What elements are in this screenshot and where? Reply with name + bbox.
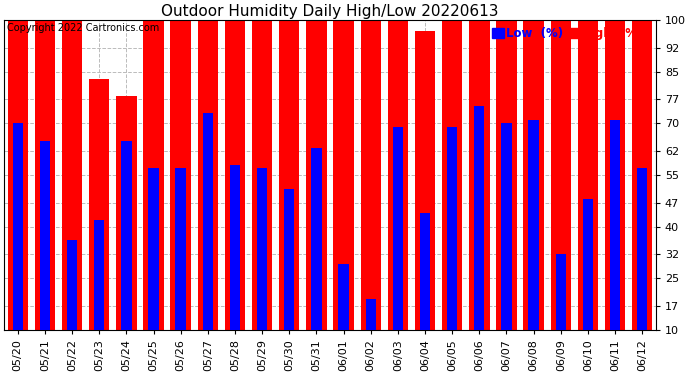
Bar	[415, 31, 435, 364]
Bar	[203, 113, 213, 364]
Title: Outdoor Humidity Daily High/Low 20220613: Outdoor Humidity Daily High/Low 20220613	[161, 4, 499, 19]
Bar	[605, 20, 625, 364]
Bar	[583, 199, 593, 364]
Bar	[67, 240, 77, 364]
Bar	[252, 20, 273, 364]
Bar	[442, 20, 462, 364]
Bar	[555, 254, 566, 364]
Bar	[116, 96, 137, 364]
Bar	[474, 106, 484, 364]
Bar	[361, 20, 381, 364]
Bar	[34, 20, 55, 364]
Bar	[306, 20, 326, 364]
Bar	[225, 20, 245, 364]
Bar	[420, 213, 430, 364]
Bar	[311, 147, 322, 364]
Bar	[333, 20, 354, 364]
Bar	[279, 20, 299, 364]
Bar	[388, 20, 408, 364]
Bar	[62, 20, 82, 364]
Bar	[447, 127, 457, 364]
Bar	[529, 120, 539, 364]
Bar	[284, 189, 295, 364]
Bar	[551, 20, 571, 364]
Bar	[8, 20, 28, 364]
Bar	[170, 20, 191, 364]
Bar	[12, 123, 23, 364]
Bar	[148, 168, 159, 364]
Bar	[230, 165, 240, 364]
Bar	[338, 264, 348, 364]
Bar	[393, 127, 403, 364]
Bar	[610, 120, 620, 364]
Bar	[502, 123, 511, 364]
Bar	[94, 220, 104, 364]
Bar	[89, 79, 110, 364]
Bar	[632, 20, 653, 364]
Bar	[197, 20, 218, 364]
Bar	[40, 141, 50, 364]
Bar	[496, 20, 517, 364]
Text: Copyright 2022 Cartronics.com: Copyright 2022 Cartronics.com	[8, 23, 159, 33]
Bar	[257, 168, 267, 364]
Bar	[578, 20, 598, 364]
Bar	[175, 168, 186, 364]
Bar	[637, 168, 647, 364]
Bar	[144, 20, 164, 364]
Legend: Low  (%), High  (%): Low (%), High (%)	[491, 26, 643, 42]
Bar	[366, 299, 376, 364]
Bar	[469, 20, 489, 364]
Bar	[524, 20, 544, 364]
Bar	[121, 141, 132, 364]
